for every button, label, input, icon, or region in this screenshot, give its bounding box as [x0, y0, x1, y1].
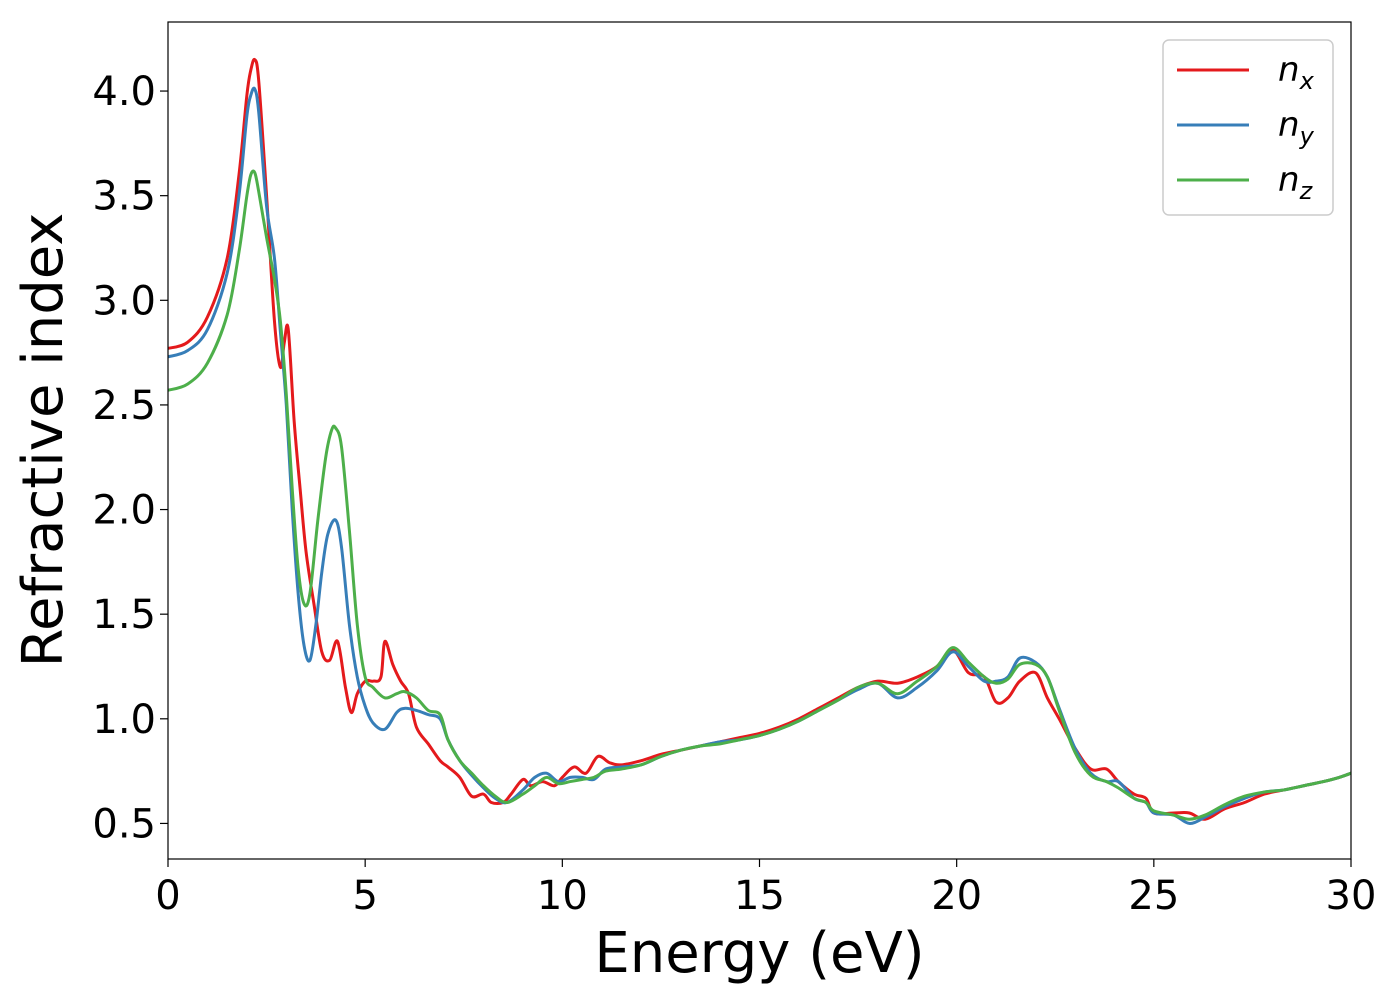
series-line-nz [168, 169, 1351, 821]
y-tick-label: 2.5 [92, 383, 156, 429]
x-tick-label: 15 [734, 873, 785, 919]
legend-label-base: n [1278, 105, 1300, 145]
legend-label-base: n [1278, 160, 1300, 200]
y-tick-label: 3.0 [92, 278, 156, 324]
y-tick-label: 0.5 [92, 801, 156, 847]
legend-label-subscript: z [1299, 177, 1314, 205]
x-axis-title: Energy (eV) [594, 921, 924, 986]
y-axis: 0.5 1.0 1.5 2.0 2.5 3.0 3.5 4.0 [92, 69, 168, 847]
x-tick-label: 20 [931, 873, 982, 919]
legend-label-base: n [1278, 50, 1300, 90]
y-tick-label: 1.5 [92, 592, 156, 638]
legend-label-ny: ny [1278, 105, 1315, 150]
y-tick-label: 3.5 [92, 174, 156, 220]
x-tick-label: 0 [155, 873, 180, 919]
x-tick-label: 10 [537, 873, 588, 919]
legend-label-nx: nx [1278, 50, 1315, 95]
y-tick-label: 4.0 [92, 69, 156, 115]
legend-label-nz: nz [1278, 160, 1314, 205]
x-tick-label: 25 [1128, 873, 1179, 919]
y-axis-title: Refractive index [11, 213, 76, 668]
legend-box [1162, 39, 1334, 216]
x-axis: 0 5 10 15 20 25 30 [155, 859, 1376, 919]
x-tick-label: 5 [352, 873, 377, 919]
y-tick-label: 1.0 [92, 697, 156, 743]
series-layer [168, 57, 1351, 825]
legend-label-subscript: x [1299, 67, 1315, 95]
series-line-nx [168, 57, 1351, 821]
y-tick-label: 2.0 [92, 488, 156, 534]
plot-background [168, 22, 1351, 859]
legend-label-subscript: y [1299, 122, 1315, 150]
x-tick-label: 30 [1326, 873, 1377, 919]
